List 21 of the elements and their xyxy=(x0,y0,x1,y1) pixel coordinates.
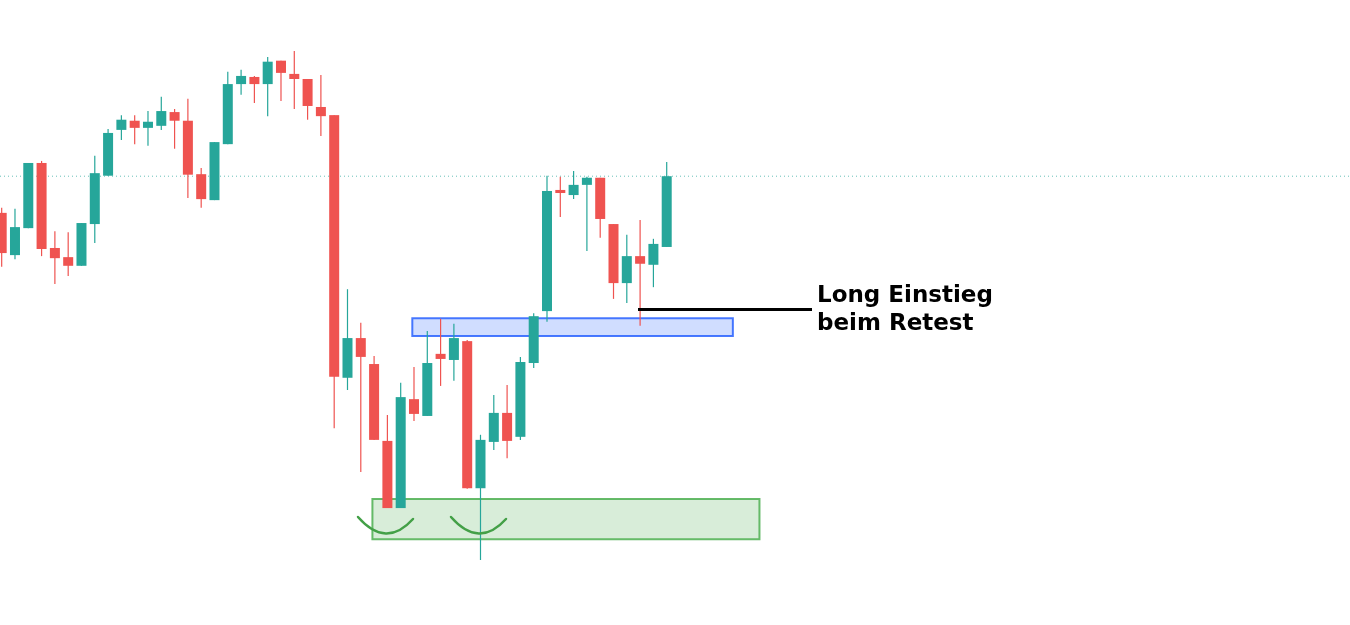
candlestick xyxy=(142,110,153,147)
candlestick xyxy=(249,75,260,104)
text: Long Einstieg beim Retest xyxy=(817,280,994,336)
candlestick xyxy=(262,56,273,117)
candlestick xyxy=(63,231,74,277)
candlestick xyxy=(156,96,167,131)
candlestick xyxy=(169,108,180,150)
candlestick xyxy=(315,74,326,137)
candlestick xyxy=(275,60,286,102)
candlestick xyxy=(448,323,459,382)
candlestick xyxy=(236,69,247,96)
candlestick xyxy=(435,318,446,387)
candlestick xyxy=(555,176,566,218)
candlestick xyxy=(648,238,659,288)
candlestick xyxy=(289,51,300,110)
candlestick xyxy=(116,114,127,141)
candlestick xyxy=(635,219,646,327)
candlestick xyxy=(49,230,60,285)
candlestick xyxy=(129,114,140,145)
candlestick xyxy=(355,322,366,473)
candlestick xyxy=(409,366,419,422)
